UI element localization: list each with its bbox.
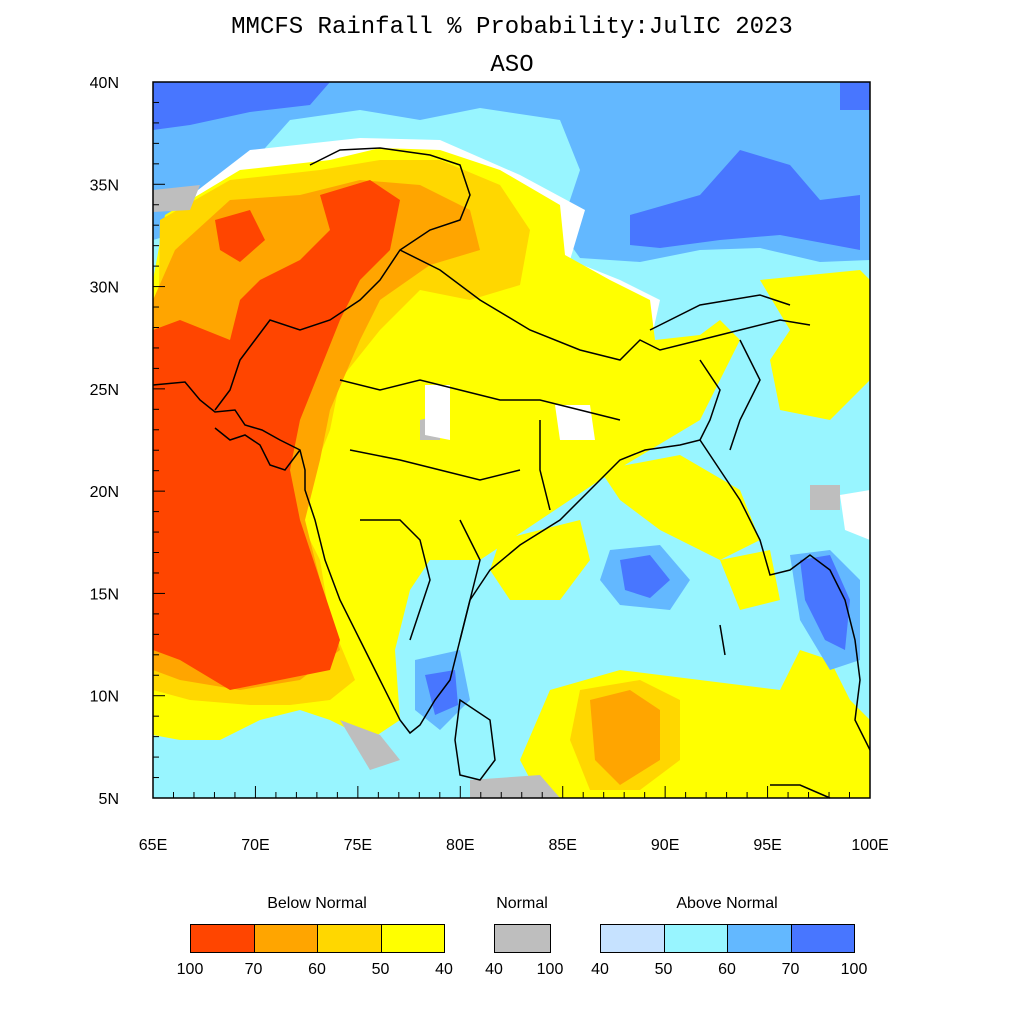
legend-above-tick: 60 [718,961,736,978]
region-an-70-100-nw [153,82,330,130]
map-subtitle: ASO [490,52,534,79]
legend-normal-label: Normal [496,895,548,912]
region-bn-40-50-east [760,270,870,420]
border-central-1 [339,379,621,421]
legend-above-tick: 70 [781,961,800,978]
region-white-east [555,405,595,440]
y-tick-label: 10N [90,689,119,706]
region-bn-60-70-south [590,690,660,785]
region-bn-70-100 [153,180,400,690]
y-tick-label: 40N [90,75,119,92]
region-an-70-100-bay [620,555,670,598]
legend-above-tick: 40 [591,961,609,978]
x-tick-label: 100E [851,837,888,854]
border-south-1 [360,519,431,641]
x-tick-label: 90E [651,837,679,854]
y-tick-label: 5N [99,791,119,808]
region-normal-4 [470,775,560,798]
y-tick-label: 15N [90,586,119,603]
legend-above-label: Above Normal [676,895,778,912]
region-bn-70-100-patch [215,210,265,262]
border-east-1 [539,420,551,511]
legend-normal-tick: 100 [536,961,564,978]
region-an-70-100-east [800,555,850,650]
coastline-gujarat [214,427,301,471]
y-tick-label: 35N [90,177,119,194]
legend-below-tick: 100 [176,961,204,978]
legend-below-tick: 60 [308,961,326,978]
x-tick-label: 85E [548,837,576,854]
legend-above-swatch [727,924,792,953]
region-bn-40-50-bay [600,455,760,560]
x-tick-label: 95E [753,837,781,854]
legend-above-tick: 100 [840,961,868,978]
legend-above-tick: 50 [654,961,673,978]
x-tick-label: 65E [139,837,167,854]
border-central-2 [349,449,521,481]
region-an-70-100-corner [840,82,870,110]
axis-ticks [152,81,871,799]
legend-below-swatch [380,924,445,953]
legend-above-swatch [663,924,728,953]
border-nepal [399,249,811,361]
legend-below-swatch [317,924,382,953]
coastline-andaman [719,624,726,656]
y-tick-label: 25N [90,382,119,399]
region-white-central [425,385,450,440]
coastline-sri-lanka [454,698,496,781]
legend-below-tick: 70 [244,961,263,978]
coastline-layer [152,147,871,799]
region-bn-40-50-bay2 [490,520,590,600]
region-normal-5 [153,185,200,212]
region-an-70-100-ne [630,150,860,250]
border-pakistan [214,147,471,411]
region-white-edge [840,490,870,540]
axis-tick-labels: 65E 70E 75E 80E 85E 90E 95E 100E 40N 35N 30N 25N 20N… [90,75,889,854]
legend-below-swatch [253,924,318,953]
border-south-2 [459,519,481,641]
legend-below-tick: 40 [435,961,453,978]
legend-above-swatch [790,924,855,953]
x-tick-label: 75E [344,837,372,854]
border-bhutan [649,294,791,331]
map-title: MMCFS Rainfall % Probability:JulIC 2023 [231,14,793,41]
plot-frame [152,81,871,799]
region-bn-40-50-patch [720,550,780,610]
probability-fill-layer [153,82,870,798]
legend-below-label: Below Normal [267,895,367,912]
coastline-sumatra [770,784,831,799]
border-myanmar [729,339,761,451]
region-normal-2 [810,485,840,510]
y-tick-label: 20N [90,484,119,501]
legend-below-swatch [190,924,255,953]
x-tick-label: 70E [241,837,269,854]
legend-normal-swatch [494,924,551,953]
border-bangladesh [699,359,721,441]
x-tick-label: 80E [446,837,474,854]
legend-below-tick: 50 [371,961,390,978]
legend-above-swatch [600,924,665,953]
legend-normal-tick: 40 [485,961,503,978]
region-normal-3 [340,720,400,770]
y-tick-label: 30N [90,280,119,297]
